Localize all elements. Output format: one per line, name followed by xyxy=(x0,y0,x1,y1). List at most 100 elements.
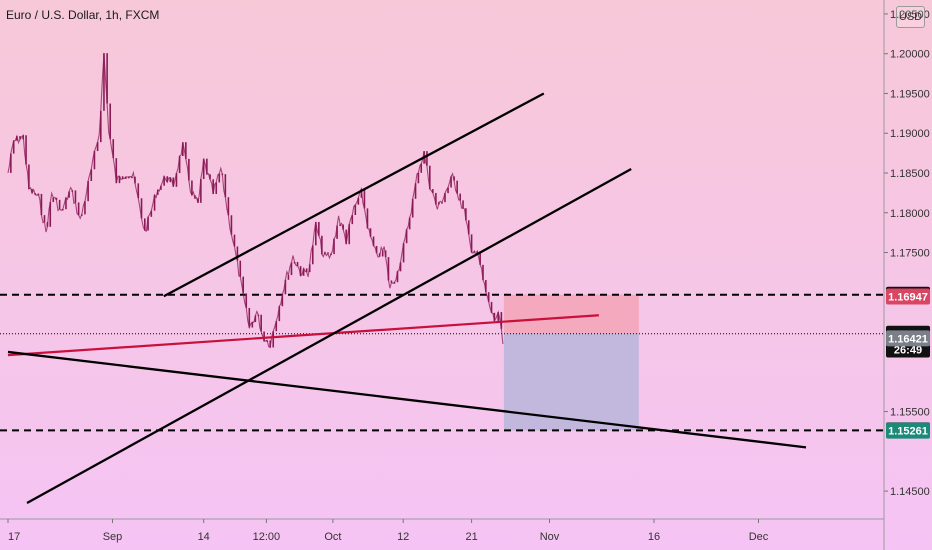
candle xyxy=(43,215,46,223)
candle xyxy=(224,174,227,198)
candle xyxy=(245,293,248,308)
candle xyxy=(61,208,64,211)
candle xyxy=(12,140,15,154)
candle xyxy=(375,245,378,254)
candle xyxy=(227,197,230,216)
trendline-1 xyxy=(163,92,545,298)
candle xyxy=(266,340,268,342)
candle xyxy=(233,234,236,247)
candle xyxy=(302,268,305,276)
x-tick-label: 12 xyxy=(397,531,409,543)
candle xyxy=(417,172,420,184)
candle xyxy=(441,202,443,204)
candle xyxy=(87,180,89,202)
price-label-text: 1.16421 xyxy=(888,333,928,345)
candle xyxy=(290,262,293,276)
candle xyxy=(125,176,127,179)
candle xyxy=(269,340,271,348)
candle xyxy=(429,165,431,190)
y-tick-label: 1.20000 xyxy=(890,49,930,61)
y-tick-label: 1.18500 xyxy=(890,168,930,180)
candle xyxy=(236,246,239,261)
candle xyxy=(218,173,221,183)
candle xyxy=(305,268,308,273)
x-tick-label: 21 xyxy=(465,531,477,543)
candle xyxy=(308,264,311,273)
candle xyxy=(330,253,332,256)
candle xyxy=(22,135,24,140)
candle xyxy=(299,266,302,276)
candle xyxy=(396,271,399,283)
price-label-1.16421: 1.16421 xyxy=(886,330,930,347)
candle xyxy=(497,312,499,321)
candle xyxy=(348,224,351,245)
candle xyxy=(378,253,381,257)
chart-title: Euro / U.S. Dollar, 1h, FXCM xyxy=(6,8,160,22)
candle xyxy=(467,220,470,235)
candle xyxy=(239,260,242,277)
candle xyxy=(109,103,112,140)
candle xyxy=(163,176,165,186)
candle xyxy=(278,306,281,322)
candle xyxy=(456,180,458,194)
currency-button[interactable]: USD xyxy=(896,6,925,28)
candle xyxy=(369,228,372,237)
candle xyxy=(351,215,354,225)
candle xyxy=(342,224,344,230)
candle xyxy=(263,331,265,342)
candle xyxy=(191,180,193,196)
candle xyxy=(52,197,55,203)
candle xyxy=(34,193,37,195)
price-label-1.16947: 1.16947 xyxy=(886,288,930,305)
candle xyxy=(80,214,83,216)
candle xyxy=(175,173,178,187)
candle xyxy=(40,193,43,216)
x-tick-label: 17 xyxy=(8,531,20,543)
candle xyxy=(206,158,208,175)
candle xyxy=(115,158,118,184)
candle xyxy=(242,276,245,294)
candle xyxy=(339,224,341,226)
candle xyxy=(118,176,121,184)
candle xyxy=(10,153,12,173)
candle xyxy=(90,169,93,181)
candle xyxy=(106,53,108,104)
candle xyxy=(49,202,52,227)
candle xyxy=(169,177,172,183)
candle xyxy=(479,251,481,265)
candle xyxy=(447,187,449,194)
candle xyxy=(393,282,396,284)
candle xyxy=(272,331,275,348)
candle xyxy=(470,234,473,253)
candle xyxy=(251,322,254,328)
candle xyxy=(465,208,467,221)
price-wicks xyxy=(7,53,504,349)
candle xyxy=(137,183,140,199)
price-label-text: 26:49 xyxy=(894,345,922,357)
candle xyxy=(128,176,130,179)
candle xyxy=(354,204,357,216)
candle xyxy=(144,218,146,231)
candle xyxy=(281,294,284,307)
candle xyxy=(450,176,452,188)
x-tick-label: Nov xyxy=(540,531,560,543)
candle xyxy=(19,136,21,140)
candle xyxy=(58,199,61,209)
price-label-text: 1.16947 xyxy=(888,292,928,304)
price-label-text: 1.15261 xyxy=(888,426,928,438)
candle xyxy=(414,183,417,199)
candle xyxy=(432,189,434,193)
candle xyxy=(333,238,335,255)
candle xyxy=(473,251,476,253)
x-tick-label: Sep xyxy=(103,531,123,543)
candle xyxy=(230,215,233,235)
candle xyxy=(99,110,102,143)
candle xyxy=(384,250,387,258)
candle xyxy=(399,262,402,272)
candle xyxy=(372,236,375,246)
candle xyxy=(197,198,199,203)
candle xyxy=(131,176,133,179)
